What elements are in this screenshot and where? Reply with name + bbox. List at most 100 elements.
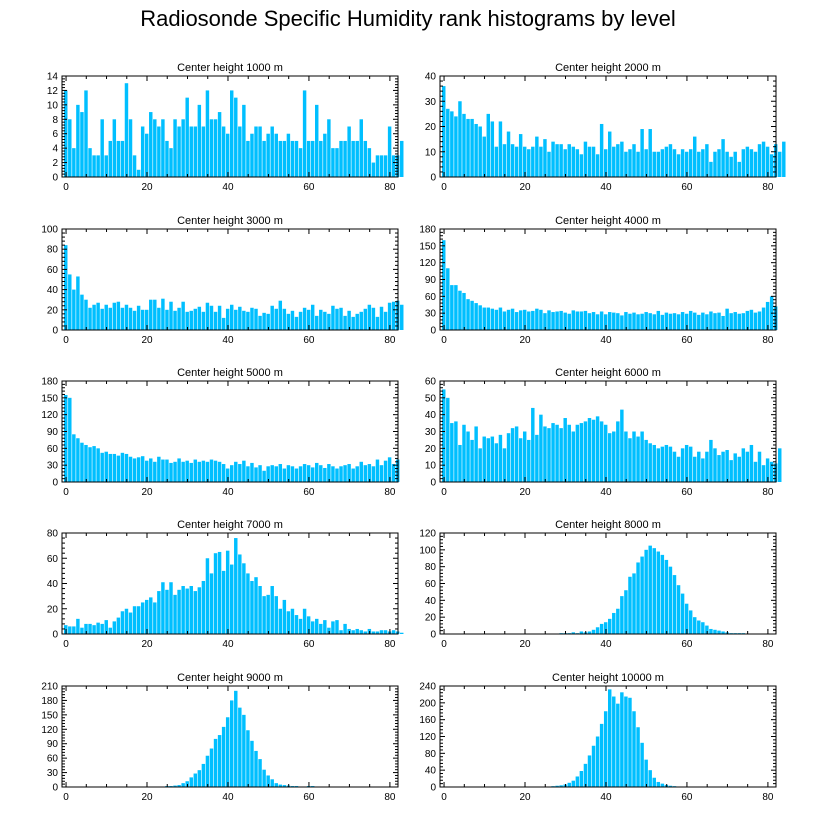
y-tick-label: 20 [425, 613, 437, 624]
histogram-bar [282, 468, 287, 482]
histogram-bar [254, 308, 258, 330]
histogram-bar [603, 149, 608, 177]
histogram-bar [359, 119, 363, 177]
histogram-bar [555, 311, 559, 330]
histogram-bar [165, 589, 169, 634]
x-tick-label: 0 [63, 487, 69, 498]
histogram-bar [587, 631, 592, 634]
histogram-bar [490, 436, 495, 482]
histogram-bar [391, 301, 396, 330]
histogram-bar [136, 457, 141, 482]
x-tick-label: 20 [519, 487, 531, 498]
histogram-bar [450, 423, 454, 482]
histogram-bar [579, 771, 584, 787]
y-tick-label: 20 [425, 444, 437, 455]
histogram-bar [185, 311, 189, 330]
histogram-bar [238, 554, 242, 634]
histogram-bar [359, 311, 363, 330]
y-tick-label: 30 [425, 97, 437, 108]
y-tick-label: 0 [52, 173, 58, 184]
histogram-panel: Center height 5000 m 0 20 40 60 80 0 30 60 90 120 1… [41, 367, 400, 498]
panel-title: Center height 2000 m [555, 62, 661, 74]
histogram-bar [144, 309, 149, 330]
histogram-bar [302, 307, 307, 330]
histogram-bar [680, 312, 685, 330]
x-tick-label: 60 [303, 792, 315, 803]
histogram-bar [104, 451, 108, 482]
y-tick-label: 4 [52, 144, 58, 155]
histogram-bar [535, 136, 539, 177]
x-tick-label: 0 [63, 639, 69, 650]
histogram-bar [302, 90, 307, 177]
histogram-bar [347, 310, 351, 330]
x-tick-label: 0 [441, 335, 447, 346]
histogram-bar [282, 308, 287, 330]
histogram-bar [765, 458, 770, 482]
histogram-bar [514, 312, 519, 330]
y-tick-label: 10 [425, 147, 437, 158]
x-tick-label: 0 [441, 182, 447, 193]
histogram-bar [335, 620, 339, 634]
histogram-bar [96, 155, 100, 177]
histogram-bar [331, 148, 335, 177]
histogram-bar [157, 456, 161, 482]
histogram-bar [391, 630, 396, 634]
histogram-bar [616, 608, 620, 634]
histogram-bar [161, 119, 165, 177]
histogram-bar [319, 465, 323, 482]
histogram-bar [518, 134, 523, 177]
histogram-bar [258, 465, 262, 482]
histogram-bar [193, 459, 198, 482]
histogram-bar [705, 314, 709, 330]
histogram-bar [270, 305, 274, 330]
histogram-bar [238, 126, 242, 177]
histogram-bar [290, 310, 295, 330]
histogram-bar [383, 630, 388, 634]
histogram-bar [209, 748, 214, 787]
histogram-bar [274, 133, 278, 177]
histogram-bar [769, 154, 774, 177]
histogram-bar [628, 576, 632, 634]
histogram-bar [486, 307, 490, 330]
histogram-bar [108, 453, 112, 482]
histogram-bar [266, 313, 270, 330]
histogram-bar [144, 599, 149, 634]
histogram-bar [575, 424, 580, 482]
histogram-bar [478, 126, 482, 177]
histogram-bar [527, 439, 531, 482]
histogram-bar [660, 554, 665, 634]
histogram-bar [458, 444, 462, 482]
histogram-bar [616, 421, 620, 482]
histogram-panel: Center height 8000 m 0 20 40 60 80 0 20 40 60 80 10… [419, 519, 777, 650]
histogram-bar [729, 313, 733, 330]
histogram-bar [595, 736, 600, 787]
histogram-bar [315, 315, 319, 330]
histogram-bar [132, 155, 137, 177]
histogram-bar [242, 714, 246, 787]
histogram-bar [482, 307, 486, 330]
histogram-bar [310, 304, 315, 330]
y-tick-label: 180 [41, 696, 58, 707]
histogram-bar [225, 133, 230, 177]
histogram-bar [80, 627, 84, 634]
histogram-bar [294, 316, 299, 330]
histogram-bar [124, 453, 129, 482]
main-title: Radiosonde Specific Humidity rank histog… [140, 6, 676, 31]
x-tick-label: 60 [681, 182, 693, 193]
histogram-bar [319, 309, 323, 330]
histogram-bar [315, 104, 319, 177]
histogram-bar [733, 312, 737, 330]
histogram-bar [446, 108, 450, 177]
histogram-bar [213, 311, 218, 330]
histogram-bar [490, 121, 495, 177]
histogram-bar [185, 588, 189, 634]
histogram-bar [640, 742, 644, 787]
x-tick-label: 40 [222, 487, 234, 498]
y-tick-label: 60 [425, 292, 437, 303]
histogram-bar [323, 133, 327, 177]
histogram-bar [660, 783, 665, 787]
histogram-bar [230, 90, 234, 177]
histogram-bar [474, 123, 478, 177]
histogram-bar [120, 452, 125, 482]
histogram-bar [522, 431, 527, 482]
